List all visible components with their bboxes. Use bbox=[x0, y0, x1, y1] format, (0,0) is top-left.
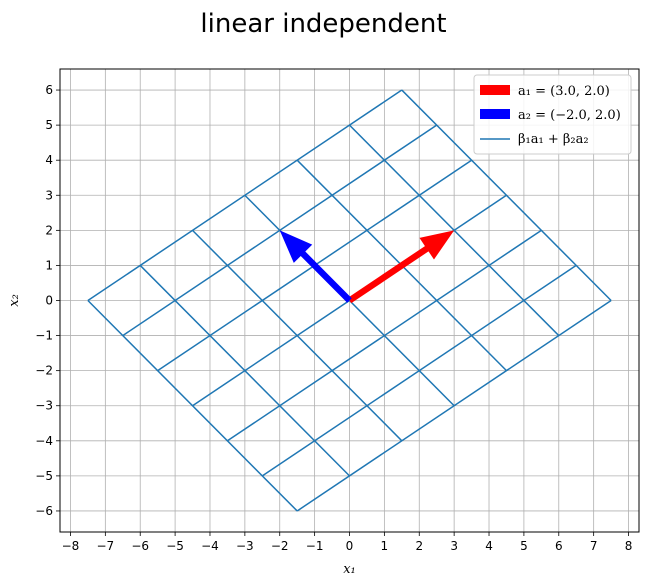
y-tick-label: 3 bbox=[45, 188, 53, 202]
x-axis-label: x₁ bbox=[343, 562, 356, 577]
x-tick-label: 3 bbox=[450, 539, 458, 553]
y-tick-label: −6 bbox=[35, 504, 53, 518]
span-line-beta2 bbox=[122, 124, 438, 337]
y-tick-label: 4 bbox=[45, 153, 53, 167]
x-tick-label: 2 bbox=[415, 539, 423, 553]
x-tick-label: 0 bbox=[346, 539, 354, 553]
x-tick-label: −2 bbox=[271, 539, 289, 553]
span-line-beta1 bbox=[401, 89, 612, 302]
chart-title: linear independent bbox=[200, 9, 446, 39]
y-axis-label: x₂ bbox=[7, 294, 22, 307]
x-tick-label: 5 bbox=[520, 539, 528, 553]
span-line-beta2 bbox=[87, 89, 403, 302]
x-tick-label: 6 bbox=[555, 539, 563, 553]
x-tick-label: −7 bbox=[96, 539, 114, 553]
x-tick-label: −6 bbox=[131, 539, 149, 553]
y-tick-label: 5 bbox=[45, 118, 53, 132]
legend-label-a2: a₂ = (−2.0, 2.0) bbox=[518, 108, 621, 123]
x-tick-label: 7 bbox=[590, 539, 598, 553]
legend-box bbox=[473, 74, 632, 155]
y-tick-label: 6 bbox=[45, 83, 53, 97]
ticks: −8 −7 −6 −5 −4 −3 −2 −1 0 1 2 3 4 5 6 7 8 −6 −5 −4 −3 −2 −1 0 1 2… bbox=[35, 83, 632, 553]
x-tick-label: −4 bbox=[201, 539, 219, 553]
legend-swatch-a1 bbox=[480, 85, 510, 95]
y-tick-label: −4 bbox=[35, 434, 53, 448]
x-tick-label: −8 bbox=[62, 539, 80, 553]
legend: a₁ = (3.0, 2.0) a₂ = (−2.0, 2.0) β₁a₁ + … bbox=[473, 74, 632, 155]
y-tick-label: 1 bbox=[45, 258, 53, 272]
legend-label-span: β₁a₁ + β₂a₂ bbox=[518, 132, 589, 147]
x-tick-label: 8 bbox=[625, 539, 633, 553]
x-tick-label: 1 bbox=[381, 539, 389, 553]
legend-label-a1: a₁ = (3.0, 2.0) bbox=[518, 84, 610, 99]
vectors bbox=[279, 230, 455, 304]
y-tick-label: −1 bbox=[35, 329, 53, 343]
y-tick-label: 0 bbox=[45, 294, 53, 308]
y-tick-label: −3 bbox=[35, 399, 53, 413]
vector-a2 bbox=[279, 230, 352, 303]
y-tick-label: 2 bbox=[45, 223, 53, 237]
legend-swatch-a2 bbox=[480, 109, 510, 119]
x-tick-label: −1 bbox=[306, 539, 324, 553]
x-tick-label: −5 bbox=[166, 539, 184, 553]
y-tick-label: −2 bbox=[35, 364, 53, 378]
x-tick-label: −3 bbox=[236, 539, 254, 553]
vector-a1 bbox=[347, 230, 455, 304]
y-tick-label: −5 bbox=[35, 469, 53, 483]
x-tick-label: 4 bbox=[485, 539, 493, 553]
